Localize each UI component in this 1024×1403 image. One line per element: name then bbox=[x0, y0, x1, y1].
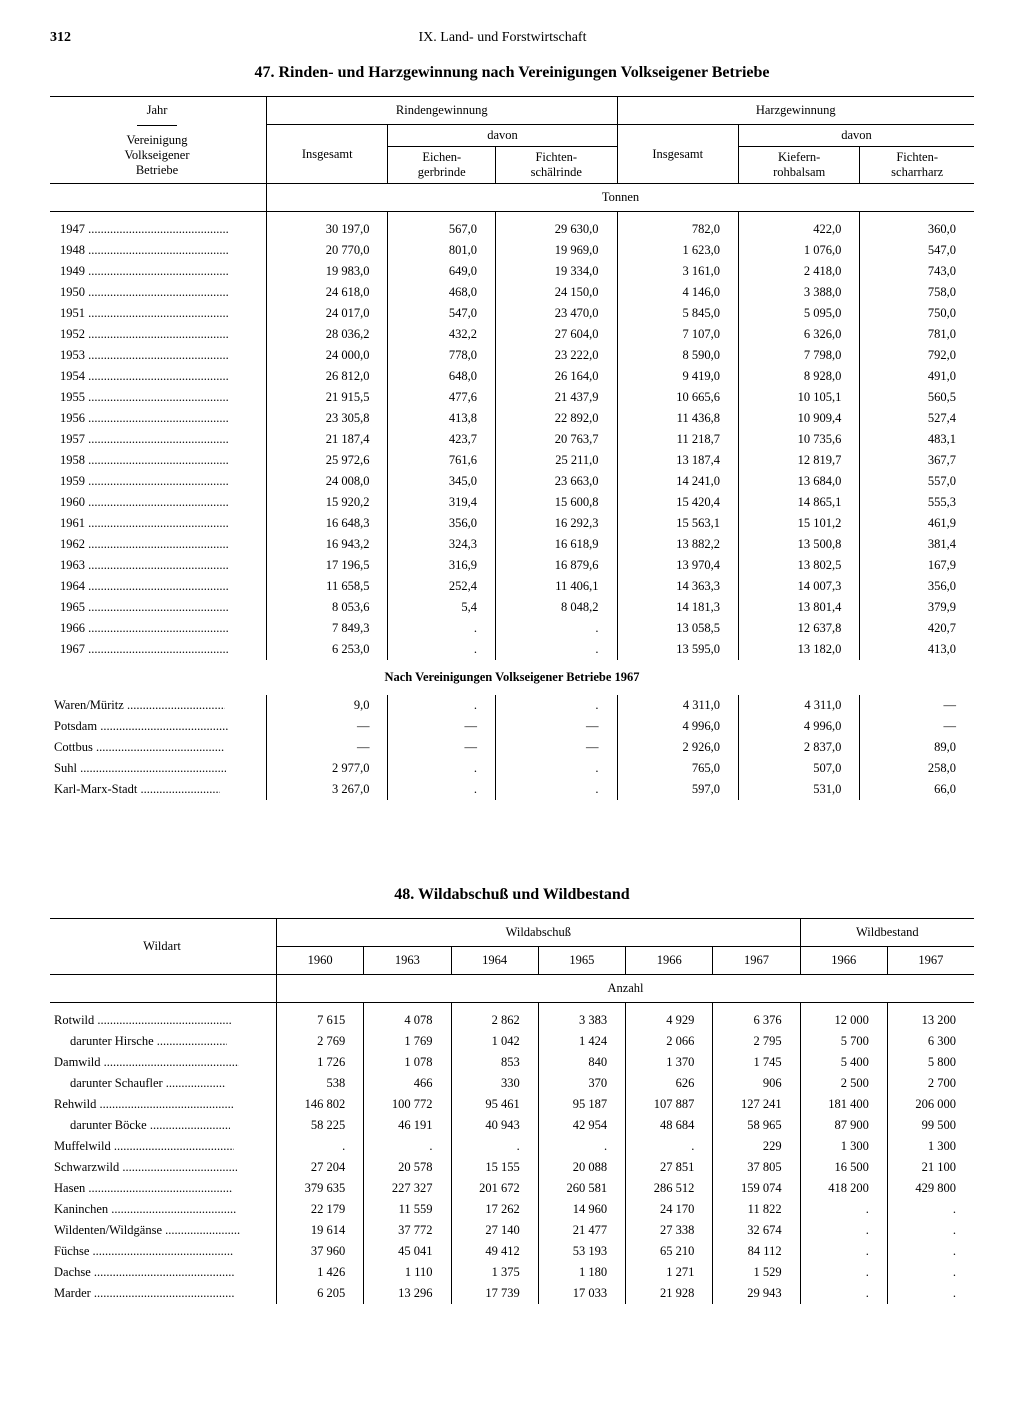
head-bestand: Wildbestand bbox=[800, 919, 974, 947]
table-row: 1949 ...................................… bbox=[50, 261, 974, 282]
table-row: 1965 ...................................… bbox=[50, 597, 974, 618]
table-row: 1948 ...................................… bbox=[50, 240, 974, 261]
unit-tonnen: Tonnen bbox=[267, 184, 975, 212]
head-fichtenscharr: Fichten- scharrharz bbox=[860, 147, 974, 184]
h-1964: 1964 bbox=[451, 947, 538, 975]
table-row: darunter Hirsche .......................… bbox=[50, 1031, 974, 1052]
head-fichtenschael: Fichten- schälrinde bbox=[496, 147, 617, 184]
section2-title: Nach Vereinigungen Volkseigener Betriebe… bbox=[50, 660, 974, 695]
table-row: 1950 ...................................… bbox=[50, 282, 974, 303]
head-wildart: Wildart bbox=[50, 919, 277, 975]
col1-head-c: Volkseigener bbox=[124, 148, 189, 162]
col1-head-a: Jahr bbox=[147, 103, 168, 117]
head-kiefern: Kiefern- rohbalsam bbox=[738, 147, 859, 184]
table-row: 1960 ...................................… bbox=[50, 492, 974, 513]
table-row: 1959 ...................................… bbox=[50, 471, 974, 492]
table-row: Füchse .................................… bbox=[50, 1241, 974, 1262]
page-header: 312 IX. Land- und Forstwirtschaft bbox=[50, 30, 974, 46]
head-insgesamt2: Insgesamt bbox=[617, 125, 738, 184]
table-row: 1958 ...................................… bbox=[50, 450, 974, 471]
table-row: 1957 ...................................… bbox=[50, 429, 974, 450]
head-rinden: Rindengewinnung bbox=[267, 97, 618, 125]
table-row: 1964 ...................................… bbox=[50, 576, 974, 597]
table-row: Hasen ..................................… bbox=[50, 1178, 974, 1199]
table-row: Suhl ...................................… bbox=[50, 758, 974, 779]
h-1960: 1960 bbox=[277, 947, 364, 975]
table-row: Rotwild ................................… bbox=[50, 1003, 974, 1032]
unit-anzahl: Anzahl bbox=[277, 975, 975, 1003]
table-row: Rehwild ................................… bbox=[50, 1094, 974, 1115]
head-davon1: davon bbox=[388, 125, 617, 147]
head-insgesamt1: Insgesamt bbox=[267, 125, 388, 184]
page-number: 312 bbox=[50, 30, 71, 46]
table-row: Potsdam ................................… bbox=[50, 716, 974, 737]
h-1963: 1963 bbox=[364, 947, 451, 975]
table-row: 1955 ...................................… bbox=[50, 387, 974, 408]
table-row: Damwild ................................… bbox=[50, 1052, 974, 1073]
h-1965: 1965 bbox=[538, 947, 625, 975]
table-row: darunter Böcke .........................… bbox=[50, 1115, 974, 1136]
table-row: 1947 ...................................… bbox=[50, 212, 974, 241]
table-row: 1951 ...................................… bbox=[50, 303, 974, 324]
table-row: Muffelwild .............................… bbox=[50, 1136, 974, 1157]
col1-head-d: Betriebe bbox=[136, 163, 178, 177]
table-row: 1952 ...................................… bbox=[50, 324, 974, 345]
table48-title: 48. Wildabschuß und Wildbestand bbox=[50, 886, 974, 904]
table-row: 1961 ...................................… bbox=[50, 513, 974, 534]
section-label: IX. Land- und Forstwirtschaft bbox=[419, 30, 587, 46]
h-1967: 1967 bbox=[713, 947, 800, 975]
table-row: 1954 ...................................… bbox=[50, 366, 974, 387]
table-row: Cottbus ................................… bbox=[50, 737, 974, 758]
table-row: Wildenten/Wildgänse ....................… bbox=[50, 1220, 974, 1241]
hb-1966: 1966 bbox=[800, 947, 887, 975]
table-row: Waren/Müritz ...........................… bbox=[50, 695, 974, 716]
head-abschuss: Wildabschuß bbox=[277, 919, 801, 947]
table-row: 1953 ...................................… bbox=[50, 345, 974, 366]
table-row: 1956 ...................................… bbox=[50, 408, 974, 429]
table-row: darunter Schaufler .....................… bbox=[50, 1073, 974, 1094]
head-harz: Harzgewinnung bbox=[617, 97, 974, 125]
head-eichen: Eichen- gerbrinde bbox=[388, 147, 496, 184]
h-1966: 1966 bbox=[626, 947, 713, 975]
head-davon2: davon bbox=[738, 125, 974, 147]
table-row: Karl-Marx-Stadt ........................… bbox=[50, 779, 974, 800]
table-row: Kaninchen ..............................… bbox=[50, 1199, 974, 1220]
table-row: Marder .................................… bbox=[50, 1283, 974, 1304]
table47: Jahr Vereinigung Volkseigener Betriebe R… bbox=[50, 96, 974, 800]
table-row: 1962 ...................................… bbox=[50, 534, 974, 555]
col1-head-b: Vereinigung bbox=[126, 133, 187, 147]
table-row: Schwarzwild ............................… bbox=[50, 1157, 974, 1178]
table47-title: 47. Rinden- und Harzgewinnung nach Verei… bbox=[50, 64, 974, 82]
table-row: 1966 ...................................… bbox=[50, 618, 974, 639]
table-row: Dachse .................................… bbox=[50, 1262, 974, 1283]
table48: Wildart Wildabschuß Wildbestand 1960 196… bbox=[50, 918, 974, 1304]
table-row: 1963 ...................................… bbox=[50, 555, 974, 576]
hb-1967: 1967 bbox=[887, 947, 974, 975]
table-row: 1967 ...................................… bbox=[50, 639, 974, 660]
